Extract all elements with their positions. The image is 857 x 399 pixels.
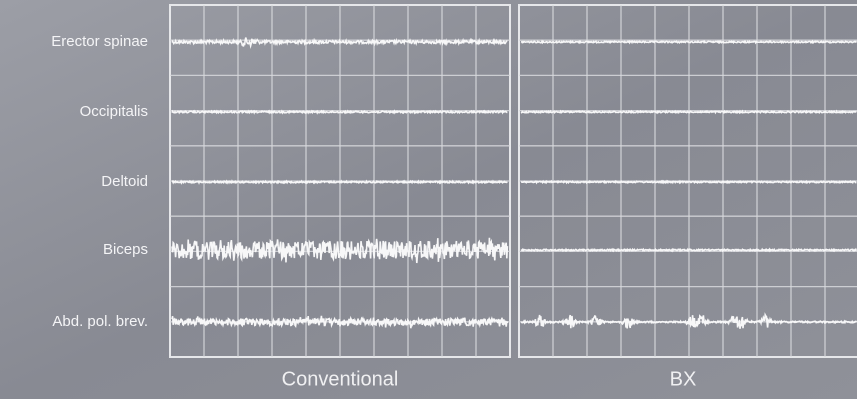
panel-label: BX [670, 368, 697, 390]
background [0, 0, 857, 399]
emg-figure: Conventional BX Erector spinae Occipitalis D… [0, 0, 857, 399]
row-label: Deltoid [101, 173, 148, 190]
panel-label: Conventional [282, 368, 399, 390]
row-label: Erector spinae [51, 33, 148, 50]
emg-trace [521, 41, 856, 42]
page: {"rows": ["Erector spinae", "Occipitalis… [0, 0, 857, 399]
emg-trace [521, 249, 856, 250]
row-label: Abd. pol. brev. [52, 313, 148, 330]
emg-trace [521, 181, 856, 182]
row-label: Occipitalis [80, 103, 148, 120]
emg-trace [521, 111, 856, 112]
row-label: Biceps [103, 241, 148, 258]
emg-trace [172, 181, 507, 183]
